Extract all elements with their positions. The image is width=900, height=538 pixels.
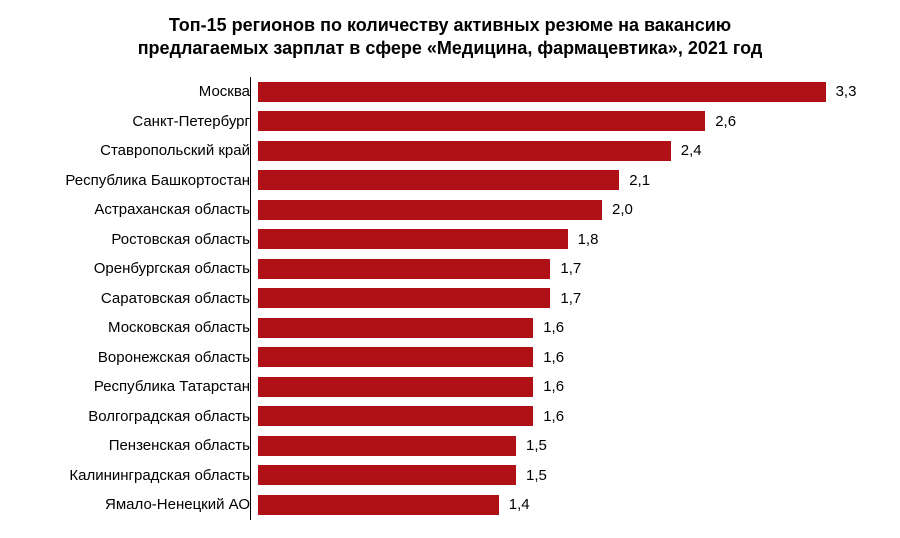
region-label: Ямало-Ненецкий АО (40, 496, 258, 513)
chart-title-line-2: предлагаемых зарплат в сфере «Медицина, … (40, 37, 860, 60)
bar-value-label: 1,8 (578, 231, 599, 248)
table-row: Саратовская область 1,7 (40, 284, 860, 314)
region-label: Московская область (40, 319, 258, 336)
bar (258, 495, 499, 515)
bar-value-label: 1,7 (560, 290, 581, 307)
bar-value-label: 1,6 (543, 349, 564, 366)
bar-track: 1,5 (258, 431, 860, 461)
bar-value-label: 1,5 (526, 437, 547, 454)
bar (258, 229, 568, 249)
bar-value-label: 2,4 (681, 142, 702, 159)
region-label: Республика Татарстан (40, 378, 258, 395)
region-label: Ростовская область (40, 231, 258, 248)
bar-value-label: 1,5 (526, 467, 547, 484)
table-row: Оренбургская область 1,7 (40, 254, 860, 284)
bar-track: 2,6 (258, 107, 860, 137)
bar-track: 1,7 (258, 284, 860, 314)
bar-track: 1,5 (258, 461, 860, 491)
table-row: Ростовская область 1,8 (40, 225, 860, 255)
bar (258, 406, 533, 426)
bar-track: 1,6 (258, 402, 860, 432)
bar-track: 1,8 (258, 225, 860, 255)
region-label: Ставропольский край (40, 142, 258, 159)
bar-track: 3,3 (258, 77, 860, 107)
bar-track: 2,0 (258, 195, 860, 225)
bar (258, 82, 826, 102)
bar-track: 1,6 (258, 343, 860, 373)
bar-value-label: 1,7 (560, 260, 581, 277)
table-row: Воронежская область 1,6 (40, 343, 860, 373)
region-label: Пензенская область (40, 437, 258, 454)
table-row: Ставропольский край 2,4 (40, 136, 860, 166)
bar-value-label: 1,6 (543, 319, 564, 336)
region-label: Оренбургская область (40, 260, 258, 277)
bar-track: 2,4 (258, 136, 860, 166)
bar (258, 259, 550, 279)
bar-value-label: 2,1 (629, 172, 650, 189)
bar-value-label: 3,3 (836, 83, 857, 100)
bar (258, 465, 516, 485)
chart-plot-area: Москва 3,3 Санкт-Петербург 2,6 Ставропольски… (40, 77, 860, 520)
bar-value-label: 1,4 (509, 496, 530, 513)
bar (258, 318, 533, 338)
region-label: Санкт-Петербург (40, 113, 258, 130)
bar (258, 288, 550, 308)
bar-value-label: 2,6 (715, 113, 736, 130)
bar-value-label: 2,0 (612, 201, 633, 218)
table-row: Республика Башкортостан 2,1 (40, 166, 860, 196)
bar-track: 2,1 (258, 166, 860, 196)
bar (258, 170, 619, 190)
table-row: Москва 3,3 (40, 77, 860, 107)
bar (258, 436, 516, 456)
bar-value-label: 1,6 (543, 378, 564, 395)
bar (258, 347, 533, 367)
region-label: Астраханская область (40, 201, 258, 218)
table-row: Волгоградская область 1,6 (40, 402, 860, 432)
table-row: Ямало-Ненецкий АО 1,4 (40, 490, 860, 520)
resumes-per-vacancy-chart: Топ-15 регионов по количеству активных р… (0, 0, 900, 538)
table-row: Калининградская область 1,5 (40, 461, 860, 491)
bar (258, 141, 671, 161)
y-axis-line (250, 77, 251, 520)
bar-track: 1,4 (258, 490, 860, 520)
region-label: Волгоградская область (40, 408, 258, 425)
region-label: Воронежская область (40, 349, 258, 366)
chart-title: Топ-15 регионов по количеству активных р… (40, 14, 860, 59)
bar-value-label: 1,6 (543, 408, 564, 425)
table-row: Астраханская область 2,0 (40, 195, 860, 225)
region-label: Москва (40, 83, 258, 100)
table-row: Пензенская область 1,5 (40, 431, 860, 461)
bar (258, 111, 705, 131)
bar (258, 200, 602, 220)
table-row: Московская область 1,6 (40, 313, 860, 343)
table-row: Санкт-Петербург 2,6 (40, 107, 860, 137)
bar (258, 377, 533, 397)
region-label: Саратовская область (40, 290, 258, 307)
bar-track: 1,6 (258, 372, 860, 402)
chart-title-line-1: Топ-15 регионов по количеству активных р… (40, 14, 860, 37)
bar-track: 1,7 (258, 254, 860, 284)
region-label: Республика Башкортостан (40, 172, 258, 189)
table-row: Республика Татарстан 1,6 (40, 372, 860, 402)
region-label: Калининградская область (40, 467, 258, 484)
bar-track: 1,6 (258, 313, 860, 343)
